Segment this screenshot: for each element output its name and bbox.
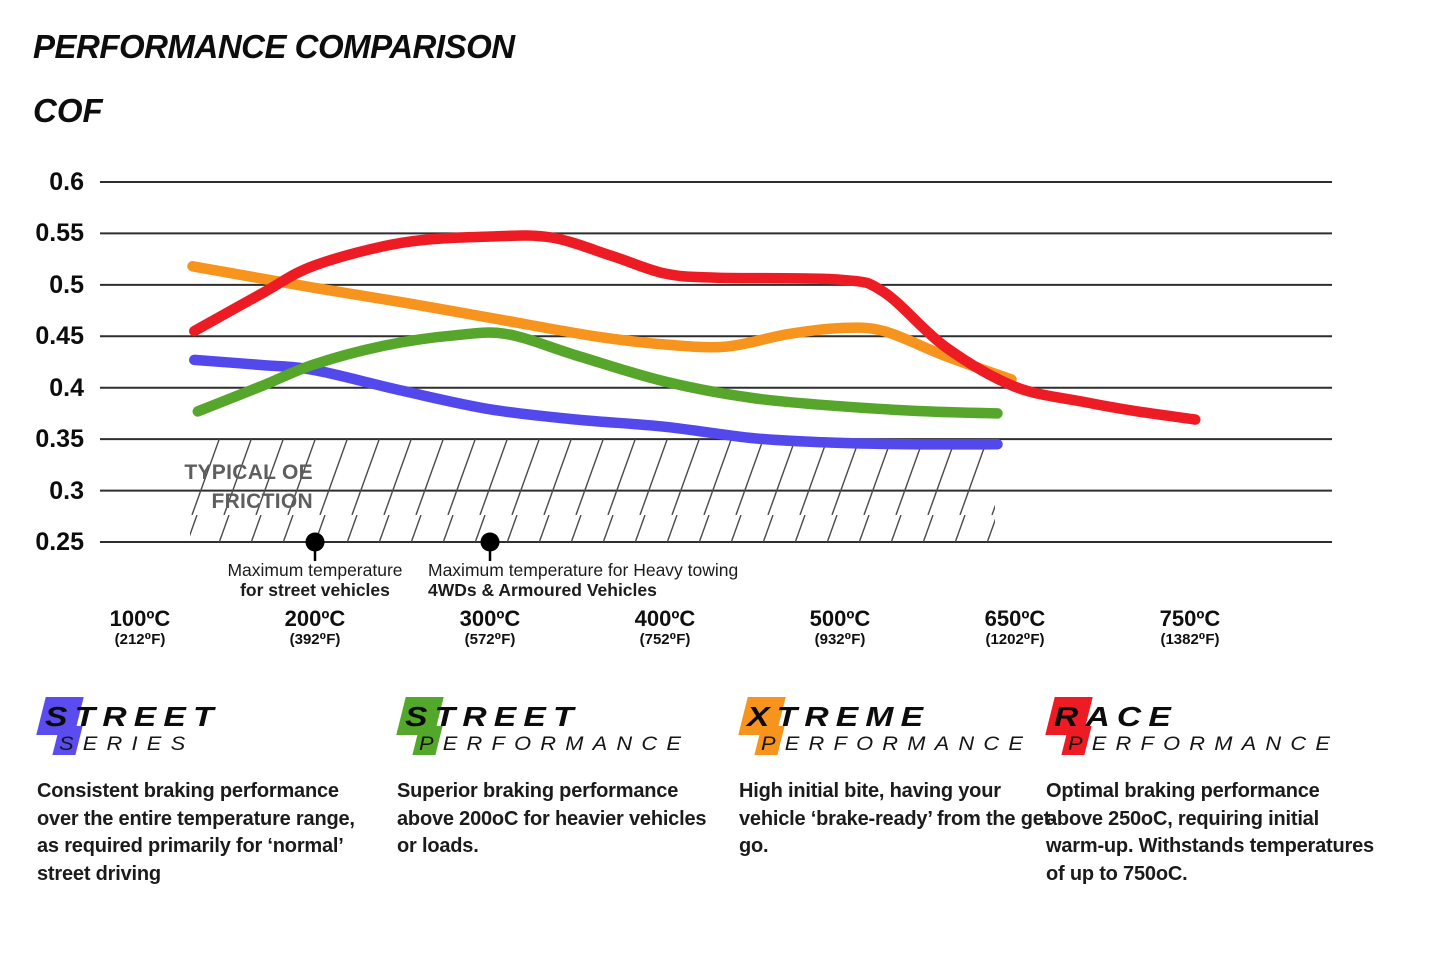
x-tick: 100ºC (212⁰F) <box>110 607 171 649</box>
logo-word-secondary: SERIES <box>59 734 195 755</box>
oe-hatch-region <box>190 439 995 542</box>
x-tick: 300ºC (572⁰F) <box>460 607 521 649</box>
x-tick-celsius: 500ºC <box>809 606 871 631</box>
x-tick-fahrenheit: (1202⁰F) <box>985 631 1045 648</box>
y-axis-label: 0.4 <box>49 373 84 402</box>
x-tick: 200ºC (392⁰F) <box>285 607 346 649</box>
page-title: PERFORMANCE COMPARISON <box>33 28 515 65</box>
logo-word-secondary: PERFORMANCE <box>1068 734 1340 755</box>
x-tick: 650ºC (1202⁰F) <box>985 607 1046 649</box>
logo-word-secondary: PERFORMANCE <box>419 734 691 755</box>
logo-word-secondary: PERFORMANCE <box>761 734 1033 755</box>
annotation-max-temp-street: Maximum temperature for street vehicles <box>227 560 403 600</box>
oe-label-line2: FRICTION <box>211 490 313 514</box>
temperature-markers <box>305 532 500 561</box>
y-axis-title: COF <box>33 92 103 129</box>
legend-item-street-series: STREET SERIES Consistent braking perform… <box>36 697 367 888</box>
legend-item-xtreme-performance: XTREME PERFORMANCE High initial bite, ha… <box>738 697 1069 861</box>
brand-logo: XTREME PERFORMANCE <box>738 697 1069 761</box>
series-curves <box>187 230 1201 450</box>
x-tick: 750ºC (1382⁰F) <box>1160 607 1221 649</box>
legend-description: Optimal braking performance above 250oC,… <box>1046 780 1374 885</box>
y-axis-label: 0.3 <box>49 476 84 505</box>
series-line-race-performance <box>189 230 1201 425</box>
legend-item-race-performance: RACE PERFORMANCE Optimal braking perform… <box>1045 697 1376 888</box>
x-tick-celsius: 650ºC <box>984 606 1046 631</box>
brand-logo: STREET SERIES <box>36 697 367 761</box>
x-tick-fahrenheit: (572⁰F) <box>464 631 516 648</box>
y-axis-label: 0.5 <box>49 270 84 299</box>
legend-item-street-performance: STREET PERFORMANCE Superior braking perf… <box>396 697 727 861</box>
legend-description: Consistent braking performance over the … <box>37 780 355 885</box>
x-tick-fahrenheit: (1382⁰F) <box>1160 631 1220 648</box>
legend-description: Superior braking performance above 200oC… <box>397 780 707 857</box>
series-line-xtreme-performance <box>187 261 1017 385</box>
x-tick-fahrenheit: (392⁰F) <box>289 631 341 648</box>
logo-word-primary: STREET <box>45 701 221 732</box>
x-tick: 400ºC (752⁰F) <box>635 607 696 649</box>
brand-logo: RACE PERFORMANCE <box>1045 697 1376 761</box>
marker-dot <box>305 532 325 552</box>
logo-word-primary: RACE <box>1054 701 1179 732</box>
annotation-line2: 4WDs & Armoured Vehicles <box>428 579 657 600</box>
logo-word-primary: XTREME <box>747 701 931 732</box>
oe-label-line1: TYPICAL OE <box>184 461 313 485</box>
y-axis-label: 0.6 <box>49 168 84 196</box>
x-tick-celsius: 200ºC <box>284 606 346 631</box>
annotation-line1: Maximum temperature <box>227 560 403 580</box>
y-axis-label: 0.45 <box>35 322 84 351</box>
x-tick-fahrenheit: (212⁰F) <box>114 631 166 648</box>
annotation-line1: Maximum temperature for Heavy towing <box>428 560 739 580</box>
x-tick-celsius: 100ºC <box>109 606 171 631</box>
typical-oe-friction-label: TYPICAL OE FRICTION <box>53 458 313 516</box>
x-tick-fahrenheit: (932⁰F) <box>814 631 866 648</box>
x-tick: 500ºC (932⁰F) <box>810 607 871 649</box>
x-tick-fahrenheit: (752⁰F) <box>639 631 691 648</box>
logo-word-primary: STREET <box>405 701 581 732</box>
x-tick-celsius: 300ºC <box>459 606 521 631</box>
x-tick-celsius: 750ºC <box>1159 606 1221 631</box>
series-line-street-series <box>189 354 1003 450</box>
brand-logo: STREET PERFORMANCE <box>396 697 727 761</box>
annotation-max-temp-heavy-towing: Maximum temperature for Heavy towing 4WD… <box>428 560 739 600</box>
typical-oe-friction-zone <box>190 439 995 542</box>
annotation-line2: for street vehicles <box>240 579 390 600</box>
legend-description: High initial bite, having your vehicle ‘… <box>739 780 1057 857</box>
marker-dot <box>480 532 500 552</box>
y-axis-label: 0.55 <box>35 219 84 248</box>
y-axis-label: 0.35 <box>35 425 84 454</box>
y-axis-label: 0.25 <box>35 528 84 556</box>
x-tick-celsius: 400ºC <box>634 606 696 631</box>
series-line-street-performance <box>192 327 1003 419</box>
